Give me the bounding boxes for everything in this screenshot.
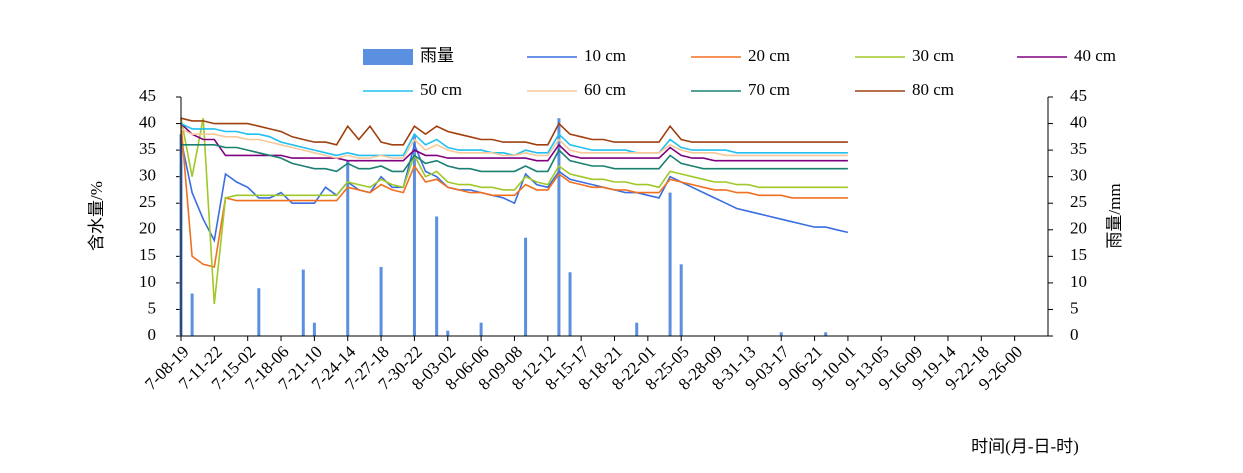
y2-tick-label: 30 <box>1070 166 1087 185</box>
y-tick-label: 40 <box>139 112 156 131</box>
moisture-line <box>180 128 848 159</box>
moisture-line <box>180 139 849 243</box>
rain-bar <box>412 134 416 336</box>
y-axis-title: 含水量/% <box>87 181 106 251</box>
y2-tick-label: 40 <box>1070 112 1087 131</box>
y-tick-label: 25 <box>139 192 156 211</box>
rain-bar <box>779 332 783 336</box>
rain-bar <box>312 322 316 336</box>
x-axis-title: 时间(月-日-时) <box>971 437 1079 456</box>
y2-tick-label: 10 <box>1070 272 1087 291</box>
y2-axis-title: 雨量/mm <box>1105 183 1124 248</box>
y-tick-label: 20 <box>139 219 156 238</box>
rain-bar <box>479 322 483 336</box>
rain-bar <box>301 269 305 336</box>
legend-label: 20 cm <box>748 46 790 65</box>
moisture-line <box>180 122 848 157</box>
rain-bar <box>435 216 439 336</box>
y-tick-label: 5 <box>148 298 157 317</box>
legend-label: 30 cm <box>912 46 954 65</box>
legend-label: 80 cm <box>912 80 954 99</box>
y2-tick-label: 25 <box>1070 192 1087 211</box>
legend-label: 10 cm <box>584 46 626 65</box>
legend-label: 60 cm <box>584 80 626 99</box>
rain-bar <box>346 160 350 336</box>
y-tick-label: 10 <box>139 272 156 291</box>
moisture-line <box>180 123 848 268</box>
y2-tick-label: 15 <box>1070 245 1087 264</box>
moisture-line <box>180 118 848 305</box>
y2-tick-label: 45 <box>1070 86 1087 105</box>
y-tick-label: 15 <box>139 245 156 264</box>
legend-label: 70 cm <box>748 80 790 99</box>
rain-bar <box>635 322 639 336</box>
legend-label: 雨量 <box>420 46 454 65</box>
y-tick-label: 35 <box>139 139 156 158</box>
y2-tick-label: 20 <box>1070 219 1087 238</box>
rain-bar <box>257 288 261 336</box>
rain-bar <box>557 118 561 336</box>
moisture-line <box>180 117 848 146</box>
rain-bar <box>824 332 828 336</box>
rain-bar <box>190 293 194 336</box>
rain-bar <box>679 264 683 336</box>
rain-bar <box>668 192 672 336</box>
legend-label: 50 cm <box>420 80 462 99</box>
rain-bar <box>379 266 383 336</box>
rain-bar <box>568 272 572 336</box>
moisture-line <box>180 123 848 162</box>
y-tick-label: 45 <box>139 86 156 105</box>
legend-label: 40 cm <box>1074 46 1116 65</box>
y2-tick-label: 5 <box>1070 298 1079 317</box>
moisture-line <box>181 144 848 173</box>
y2-tick-label: 35 <box>1070 139 1087 158</box>
y-tick-label: 0 <box>148 325 157 344</box>
y-tick-label: 30 <box>139 166 156 185</box>
legend-swatch <box>363 49 413 65</box>
y2-tick-label: 0 <box>1070 325 1079 344</box>
rain-bar <box>446 330 450 336</box>
rain-bar <box>524 237 528 336</box>
